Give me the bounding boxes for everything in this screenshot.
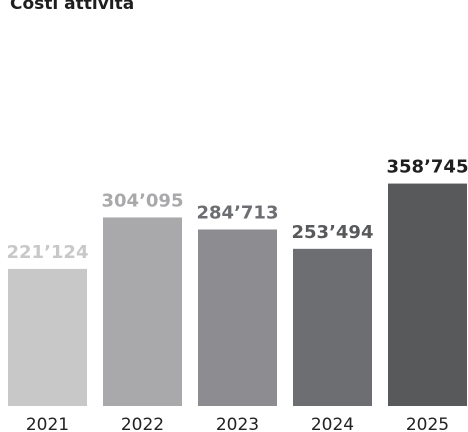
value-label-2022: 304’095 (102, 190, 184, 211)
bars-group (8, 183, 467, 406)
x-tick-label-2022: 2022 (121, 415, 164, 432)
x-tick-label-2024: 2024 (311, 415, 354, 432)
bar-2022 (103, 217, 182, 406)
x-tick-labels-group: 2021 2022 2023 2024 2025 (26, 415, 449, 432)
value-label-2023: 284’713 (197, 202, 279, 223)
bar-2024 (293, 248, 372, 406)
bar-2023 (198, 229, 277, 406)
value-labels-group: 221’124 304’095 284’713 253’494 358’745 (7, 157, 468, 263)
x-tick-label-2023: 2023 (216, 415, 259, 432)
bar-2025 (388, 183, 467, 406)
x-tick-label-2021: 2021 (26, 415, 69, 432)
bar-2021 (8, 268, 87, 406)
value-label-2021: 221’124 (7, 242, 89, 263)
chart-title: Costi attività (10, 0, 135, 14)
x-tick-label-2025: 2025 (406, 415, 449, 432)
value-label-2025: 358’745 (387, 157, 468, 178)
value-label-2024: 253’494 (292, 222, 374, 243)
